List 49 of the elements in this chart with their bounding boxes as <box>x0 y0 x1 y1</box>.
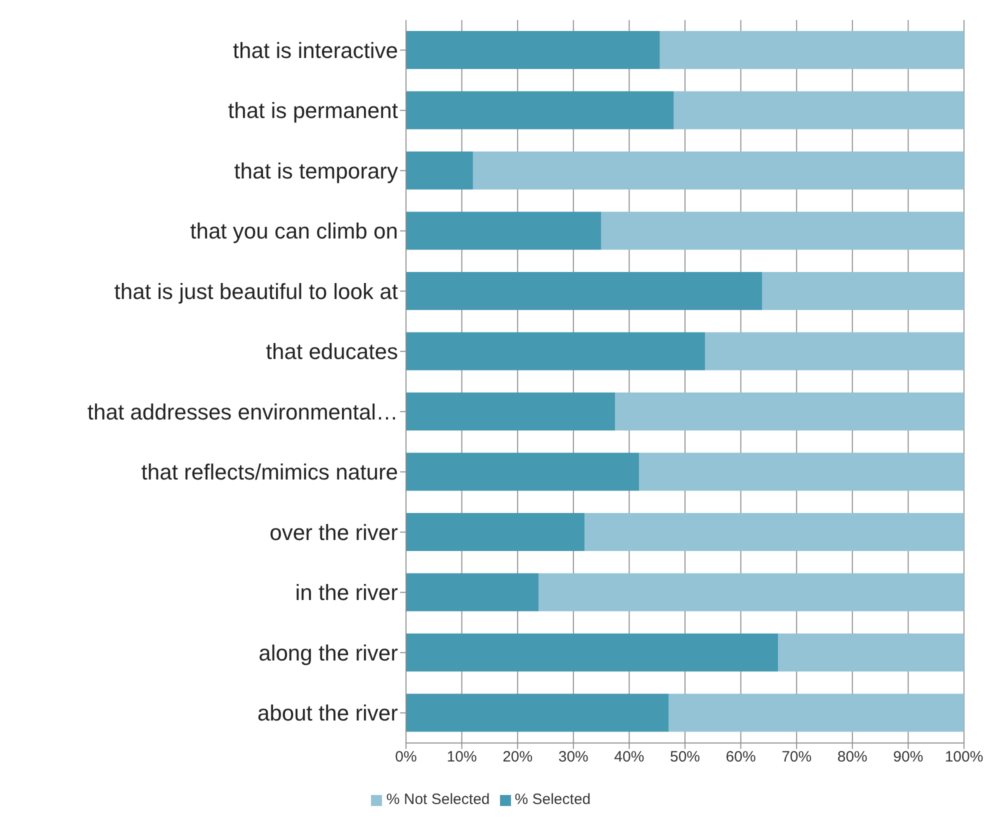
bar <box>406 573 539 612</box>
y-tick-label: about the river <box>257 700 398 726</box>
x-tick-label: 70% <box>782 748 812 766</box>
bar <box>778 634 964 672</box>
legend-label: % Not Selected <box>386 791 490 808</box>
bar <box>406 31 660 69</box>
x-tick-label: 60% <box>726 748 756 766</box>
x-tick-label: 20% <box>502 748 533 766</box>
bar <box>668 694 964 732</box>
y-tick-label: that you can climb on <box>190 218 398 244</box>
x-tick-label: 50% <box>670 748 700 766</box>
bar <box>674 91 964 130</box>
bar <box>406 332 706 370</box>
bar <box>601 212 964 250</box>
bar <box>639 452 964 491</box>
bar <box>762 272 964 310</box>
x-tick-label: 30% <box>558 748 588 766</box>
y-tick-label: along the river <box>258 640 398 666</box>
x-tick-label: 10% <box>446 748 477 766</box>
bar <box>406 392 616 430</box>
bar <box>406 91 674 130</box>
bar <box>406 694 669 732</box>
y-tick-label: that educates <box>266 339 398 364</box>
bar <box>406 634 778 672</box>
bar <box>472 152 964 190</box>
bar <box>615 392 964 430</box>
y-tick-label: that is temporary <box>234 158 398 184</box>
bar <box>705 332 964 370</box>
bar <box>406 513 585 551</box>
bar <box>406 452 640 491</box>
y-tick-label: that is interactive <box>232 38 398 63</box>
y-tick-label: in the river <box>295 580 398 606</box>
bar <box>584 513 964 551</box>
bar <box>660 31 964 69</box>
y-tick-label: that addresses environmental… <box>87 399 398 424</box>
legend-label: % Selected <box>514 791 591 808</box>
y-tick-label: that is just beautiful to look at <box>114 278 398 304</box>
x-tick-label: 40% <box>614 748 644 766</box>
bar <box>406 272 762 310</box>
x-tick-label: 0% <box>395 748 417 766</box>
y-tick-label: that reflects/mimics nature <box>141 460 398 485</box>
bar <box>538 573 964 612</box>
x-tick-label: 100% <box>944 748 984 766</box>
x-tick-label: 80% <box>837 748 868 766</box>
bar <box>406 152 473 190</box>
bar <box>406 212 602 250</box>
y-tick-label: over the river <box>270 520 398 545</box>
y-tick-label: that is permanent <box>228 98 398 124</box>
x-tick-label: 90% <box>893 748 924 766</box>
